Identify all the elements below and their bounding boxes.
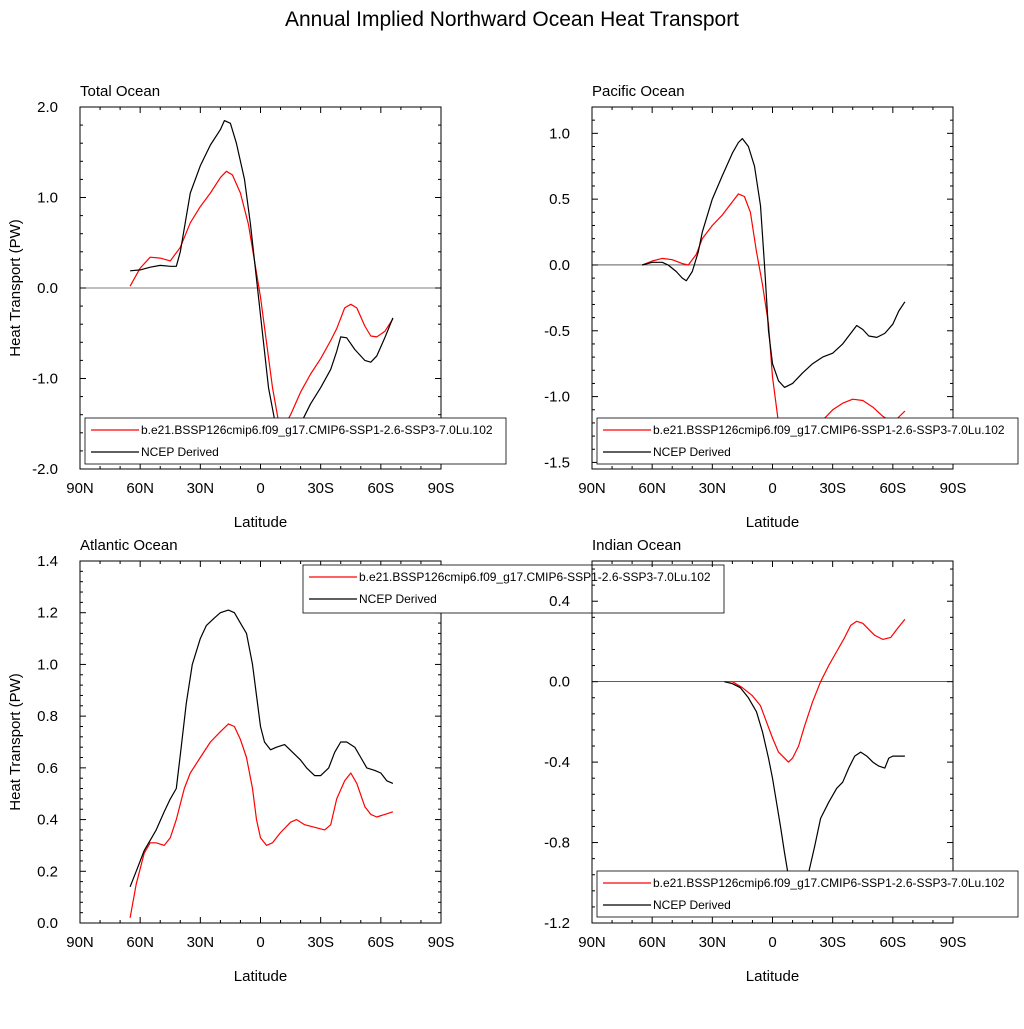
x-tick-label: 30N	[699, 934, 727, 951]
legend-label: b.e21.BSSP126cmip6.f09_g17.CMIP6-SSP1-2.…	[653, 876, 1005, 890]
series-line-ncep	[129, 609, 394, 888]
x-tick-label: 60N	[126, 480, 154, 497]
y-tick-label: -1.0	[32, 371, 58, 388]
y-tick-label: 0.2	[37, 863, 58, 880]
x-axis-title: Latitude	[234, 968, 287, 985]
y-tick-label: -1.2	[544, 915, 570, 932]
legend-box	[302, 564, 725, 614]
x-tick-label: 30N	[699, 480, 727, 497]
panel-title: Pacific Ocean	[592, 83, 685, 100]
y-tick-label: -1.5	[544, 454, 570, 471]
y-tick-label: 0.0	[549, 257, 570, 274]
x-tick-label: 30S	[307, 480, 334, 497]
legend-box	[596, 417, 1019, 465]
legend-box	[596, 870, 1019, 918]
panel-atlantic: Atlantic Ocean 90N 60N 30N 0 30S 60S 90S 0.0 0.2 0…	[7, 537, 725, 985]
panel-indian: Indian Ocean 90N 60N 30N 0 30S 60S 90S -1.2 -0.8 -…	[544, 537, 1019, 985]
panel-total: Total Ocean 90N 60N 30N 0 30S 60S 90S -2.0 -1.0 0.…	[7, 83, 507, 531]
legend: b.e21.BSSP126cmip6.f09_g17.CMIP6-SSP1-2.…	[596, 417, 1019, 465]
x-tick-label: 60N	[638, 480, 666, 497]
legend-label: b.e21.BSSP126cmip6.f09_g17.CMIP6-SSP1-2.…	[653, 423, 1005, 437]
panel-title: Total Ocean	[80, 83, 160, 100]
y-tick-label: 0.0	[37, 280, 58, 297]
series-line-model	[129, 723, 394, 918]
legend-label: NCEP Derived	[141, 445, 219, 459]
x-tick-label: 90S	[940, 480, 967, 497]
x-tick-label: 90N	[578, 480, 606, 497]
y-tick-label: 1.4	[37, 553, 58, 570]
x-axis-title: Latitude	[746, 514, 799, 531]
legend-label: b.e21.BSSP126cmip6.f09_g17.CMIP6-SSP1-2.…	[359, 570, 711, 584]
plot-frame	[591, 106, 954, 470]
panel-title: Atlantic Ocean	[80, 537, 178, 554]
y-tick-label: -2.0	[32, 461, 58, 478]
x-tick-label: 30N	[187, 934, 215, 951]
y-axis-title: Heat Transport (PW)	[7, 673, 24, 811]
y-tick-label: -0.5	[544, 323, 570, 340]
y-tick-label: 0.5	[549, 191, 570, 208]
legend: b.e21.BSSP126cmip6.f09_g17.CMIP6-SSP1-2.…	[84, 417, 507, 465]
x-tick-label: 60N	[638, 934, 666, 951]
x-tick-label: 30S	[819, 480, 846, 497]
y-tick-label: 1.0	[549, 125, 570, 142]
panels: Total Ocean 90N 60N 30N 0 30S 60S 90S -2.0 -1.0 0.…	[7, 83, 1019, 985]
y-axis-title: Heat Transport (PW)	[7, 219, 24, 357]
x-tick-label: 60S	[879, 934, 906, 951]
legend-label: NCEP Derived	[359, 592, 437, 606]
legend-label: b.e21.BSSP126cmip6.f09_g17.CMIP6-SSP1-2.…	[141, 423, 493, 437]
figure-title: Annual Implied Northward Ocean Heat Tran…	[285, 8, 739, 31]
x-tick-label: 60S	[879, 480, 906, 497]
x-tick-label: 90N	[66, 934, 94, 951]
x-tick-label: 0	[256, 480, 264, 497]
legend-box	[84, 417, 507, 465]
plot-frame	[79, 560, 442, 924]
x-tick-label: 0	[768, 480, 776, 497]
y-tick-label: -0.8	[544, 835, 570, 852]
plot-frame	[591, 560, 954, 924]
x-tick-label: 90S	[940, 934, 967, 951]
legend-label: NCEP Derived	[653, 445, 731, 459]
legend: b.e21.BSSP126cmip6.f09_g17.CMIP6-SSP1-2.…	[302, 564, 725, 614]
x-tick-label: 0	[768, 934, 776, 951]
x-tick-label: 90S	[428, 934, 455, 951]
y-tick-label: 1.0	[37, 656, 58, 673]
series-line-model	[129, 170, 394, 427]
plot-frame	[79, 106, 442, 470]
x-tick-label: 0	[256, 934, 264, 951]
x-tick-label: 60N	[126, 934, 154, 951]
x-axis-title: Latitude	[234, 514, 287, 531]
y-tick-label: -1.0	[544, 389, 570, 406]
panel-pacific: Pacific Ocean 90N 60N 30N 0 30S 60S 90S -1.5 -1.0…	[544, 83, 1019, 531]
series-line-ncep	[641, 138, 906, 388]
x-tick-label: 30N	[187, 480, 215, 497]
x-tick-label: 90S	[428, 480, 455, 497]
y-tick-label: 0.0	[37, 915, 58, 932]
y-tick-label: 0.8	[37, 708, 58, 725]
x-tick-label: 60S	[367, 480, 394, 497]
y-tick-label: 1.2	[37, 605, 58, 622]
series-line-ncep	[130, 120, 394, 439]
series-line-model	[724, 618, 906, 763]
y-tick-label: 0.4	[549, 593, 570, 610]
x-tick-label: 60S	[367, 934, 394, 951]
y-tick-label: 0.4	[37, 812, 58, 829]
x-tick-label: 30S	[819, 934, 846, 951]
y-tick-label: -0.4	[544, 754, 570, 771]
x-axis-title: Latitude	[746, 968, 799, 985]
y-tick-label: 0.0	[549, 674, 570, 691]
panel-title: Indian Ocean	[592, 537, 681, 554]
y-tick-label: 2.0	[37, 99, 58, 116]
y-tick-label: 1.0	[37, 190, 58, 207]
y-tick-label: 0.6	[37, 760, 58, 777]
x-tick-label: 90N	[66, 480, 94, 497]
x-tick-label: 30S	[307, 934, 334, 951]
legend: b.e21.BSSP126cmip6.f09_g17.CMIP6-SSP1-2.…	[596, 870, 1019, 918]
legend-label: NCEP Derived	[653, 898, 731, 912]
x-tick-label: 90N	[578, 934, 606, 951]
